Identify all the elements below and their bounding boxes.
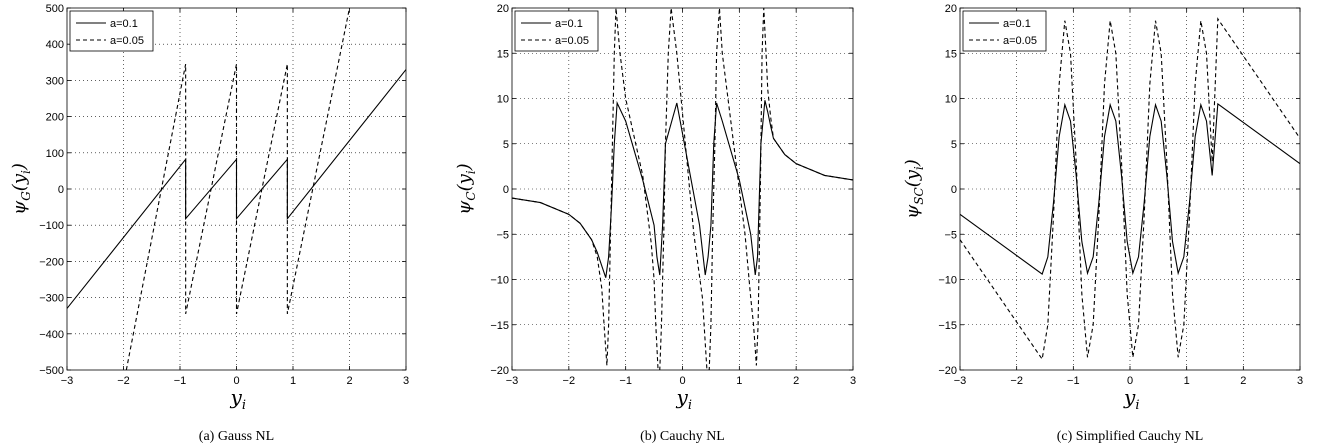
x-tick-label: 3: [403, 375, 409, 387]
x-tick-label: 3: [1297, 375, 1303, 387]
y-tick-label: 20: [497, 3, 509, 15]
x-tick-label: −2: [563, 375, 576, 387]
y-tick-label: −200: [39, 256, 64, 268]
y-tick-label: −400: [39, 329, 64, 341]
y-tick-label: 500: [46, 3, 64, 15]
x-axis-label: yi: [1123, 385, 1139, 413]
y-tick-label: −5: [944, 229, 957, 241]
x-tick-label: 2: [346, 375, 352, 387]
panel-caption: (c) Simplified Cauchy NL: [1057, 429, 1204, 444]
x-tick-label: 1: [1184, 375, 1190, 387]
legend-label: a=0.1: [1003, 18, 1031, 30]
x-tick-label: 3: [850, 375, 856, 387]
legend-label: a=0.05: [110, 35, 144, 47]
y-tick-label: 5: [503, 139, 509, 151]
legend-box: [69, 10, 154, 52]
y-tick-label: −20: [938, 365, 957, 377]
x-tick-label: −1: [174, 375, 187, 387]
x-axis-label: yi: [230, 385, 246, 413]
y-tick-label: 20: [945, 3, 957, 15]
y-tick-label: −300: [39, 293, 64, 305]
y-tick-label: 10: [497, 94, 509, 106]
x-tick-label: 0: [1127, 375, 1133, 387]
x-tick-label: −2: [117, 375, 130, 387]
x-tick-label: −3: [506, 375, 519, 387]
x-tick-label: 2: [793, 375, 799, 387]
chart-panel-simplified-cauchy: −3 −2 −1 0 1 2 3−20−15−10−505101520yiψSC(yi)a=…: [902, 3, 1303, 444]
y-tick-label: 15: [945, 48, 957, 60]
y-tick-label: −500: [39, 365, 64, 377]
y-tick-label: 5: [951, 139, 957, 151]
chart-panel-gauss: −3 −2 −1 0 1 2 3 −500 −400 −300 −200 −100 0 100 200 300…: [9, 3, 409, 444]
x-tick-label: 0: [679, 375, 685, 387]
y-tick-label: 100: [46, 148, 64, 160]
y-tick-label: 10: [945, 94, 957, 106]
x-tick-label: 1: [736, 375, 742, 387]
x-tick-label: 1: [290, 375, 296, 387]
y-tick-label: 15: [497, 48, 509, 60]
y-tick-label: 0: [58, 184, 64, 196]
y-tick-label: 400: [46, 39, 64, 51]
y-tick-label: 200: [46, 112, 64, 124]
x-tick-label: −3: [61, 375, 74, 387]
series-line-a-0-1: [512, 100, 853, 278]
x-tick-label: −1: [1067, 375, 1080, 387]
y-tick-label: −10: [938, 275, 957, 287]
panel-caption: (b) Cauchy NL: [640, 429, 725, 444]
legend-label: a=0.1: [110, 18, 138, 30]
y-tick-label: −5: [496, 229, 509, 241]
y-axis-label: ψC(yi): [454, 163, 478, 214]
y-axis-label: ψG(yi): [9, 163, 33, 215]
legend-box: [962, 10, 1047, 52]
y-axis-label: ψSC(yi): [902, 159, 926, 219]
series-line-a-0-05: [960, 17, 1300, 361]
series-line-a-0-05: [512, 8, 853, 370]
y-tick-label: −15: [938, 320, 957, 332]
y-tick-label: 0: [503, 184, 509, 196]
series-line-a-0-1: [960, 102, 1300, 276]
x-tick-label: −1: [619, 375, 632, 387]
x-tick-label: 2: [1240, 375, 1246, 387]
legend-box: [514, 10, 599, 52]
chart-panel-cauchy: −3 −2 −1 0 1 2 3−20−15−10−505101520yiψC(yi)a=0…: [454, 3, 856, 444]
x-tick-label: −3: [954, 375, 967, 387]
x-tick-label: 0: [233, 375, 239, 387]
series-line-a-0-05: [125, 8, 351, 370]
x-axis-label: yi: [676, 385, 692, 413]
legend-label: a=0.1: [555, 18, 583, 30]
y-tick-label: −15: [490, 320, 509, 332]
y-tick-label: 300: [46, 75, 64, 87]
panel-caption: (a) Gauss NL: [199, 429, 274, 444]
y-tick-label: −10: [490, 275, 509, 287]
y-tick-label: 0: [951, 184, 957, 196]
legend-label: a=0.05: [1003, 35, 1037, 47]
y-tick-label: −20: [490, 365, 509, 377]
legend-label: a=0.05: [555, 35, 589, 47]
x-tick-label: −2: [1010, 375, 1023, 387]
y-tick-label: −100: [39, 220, 64, 232]
